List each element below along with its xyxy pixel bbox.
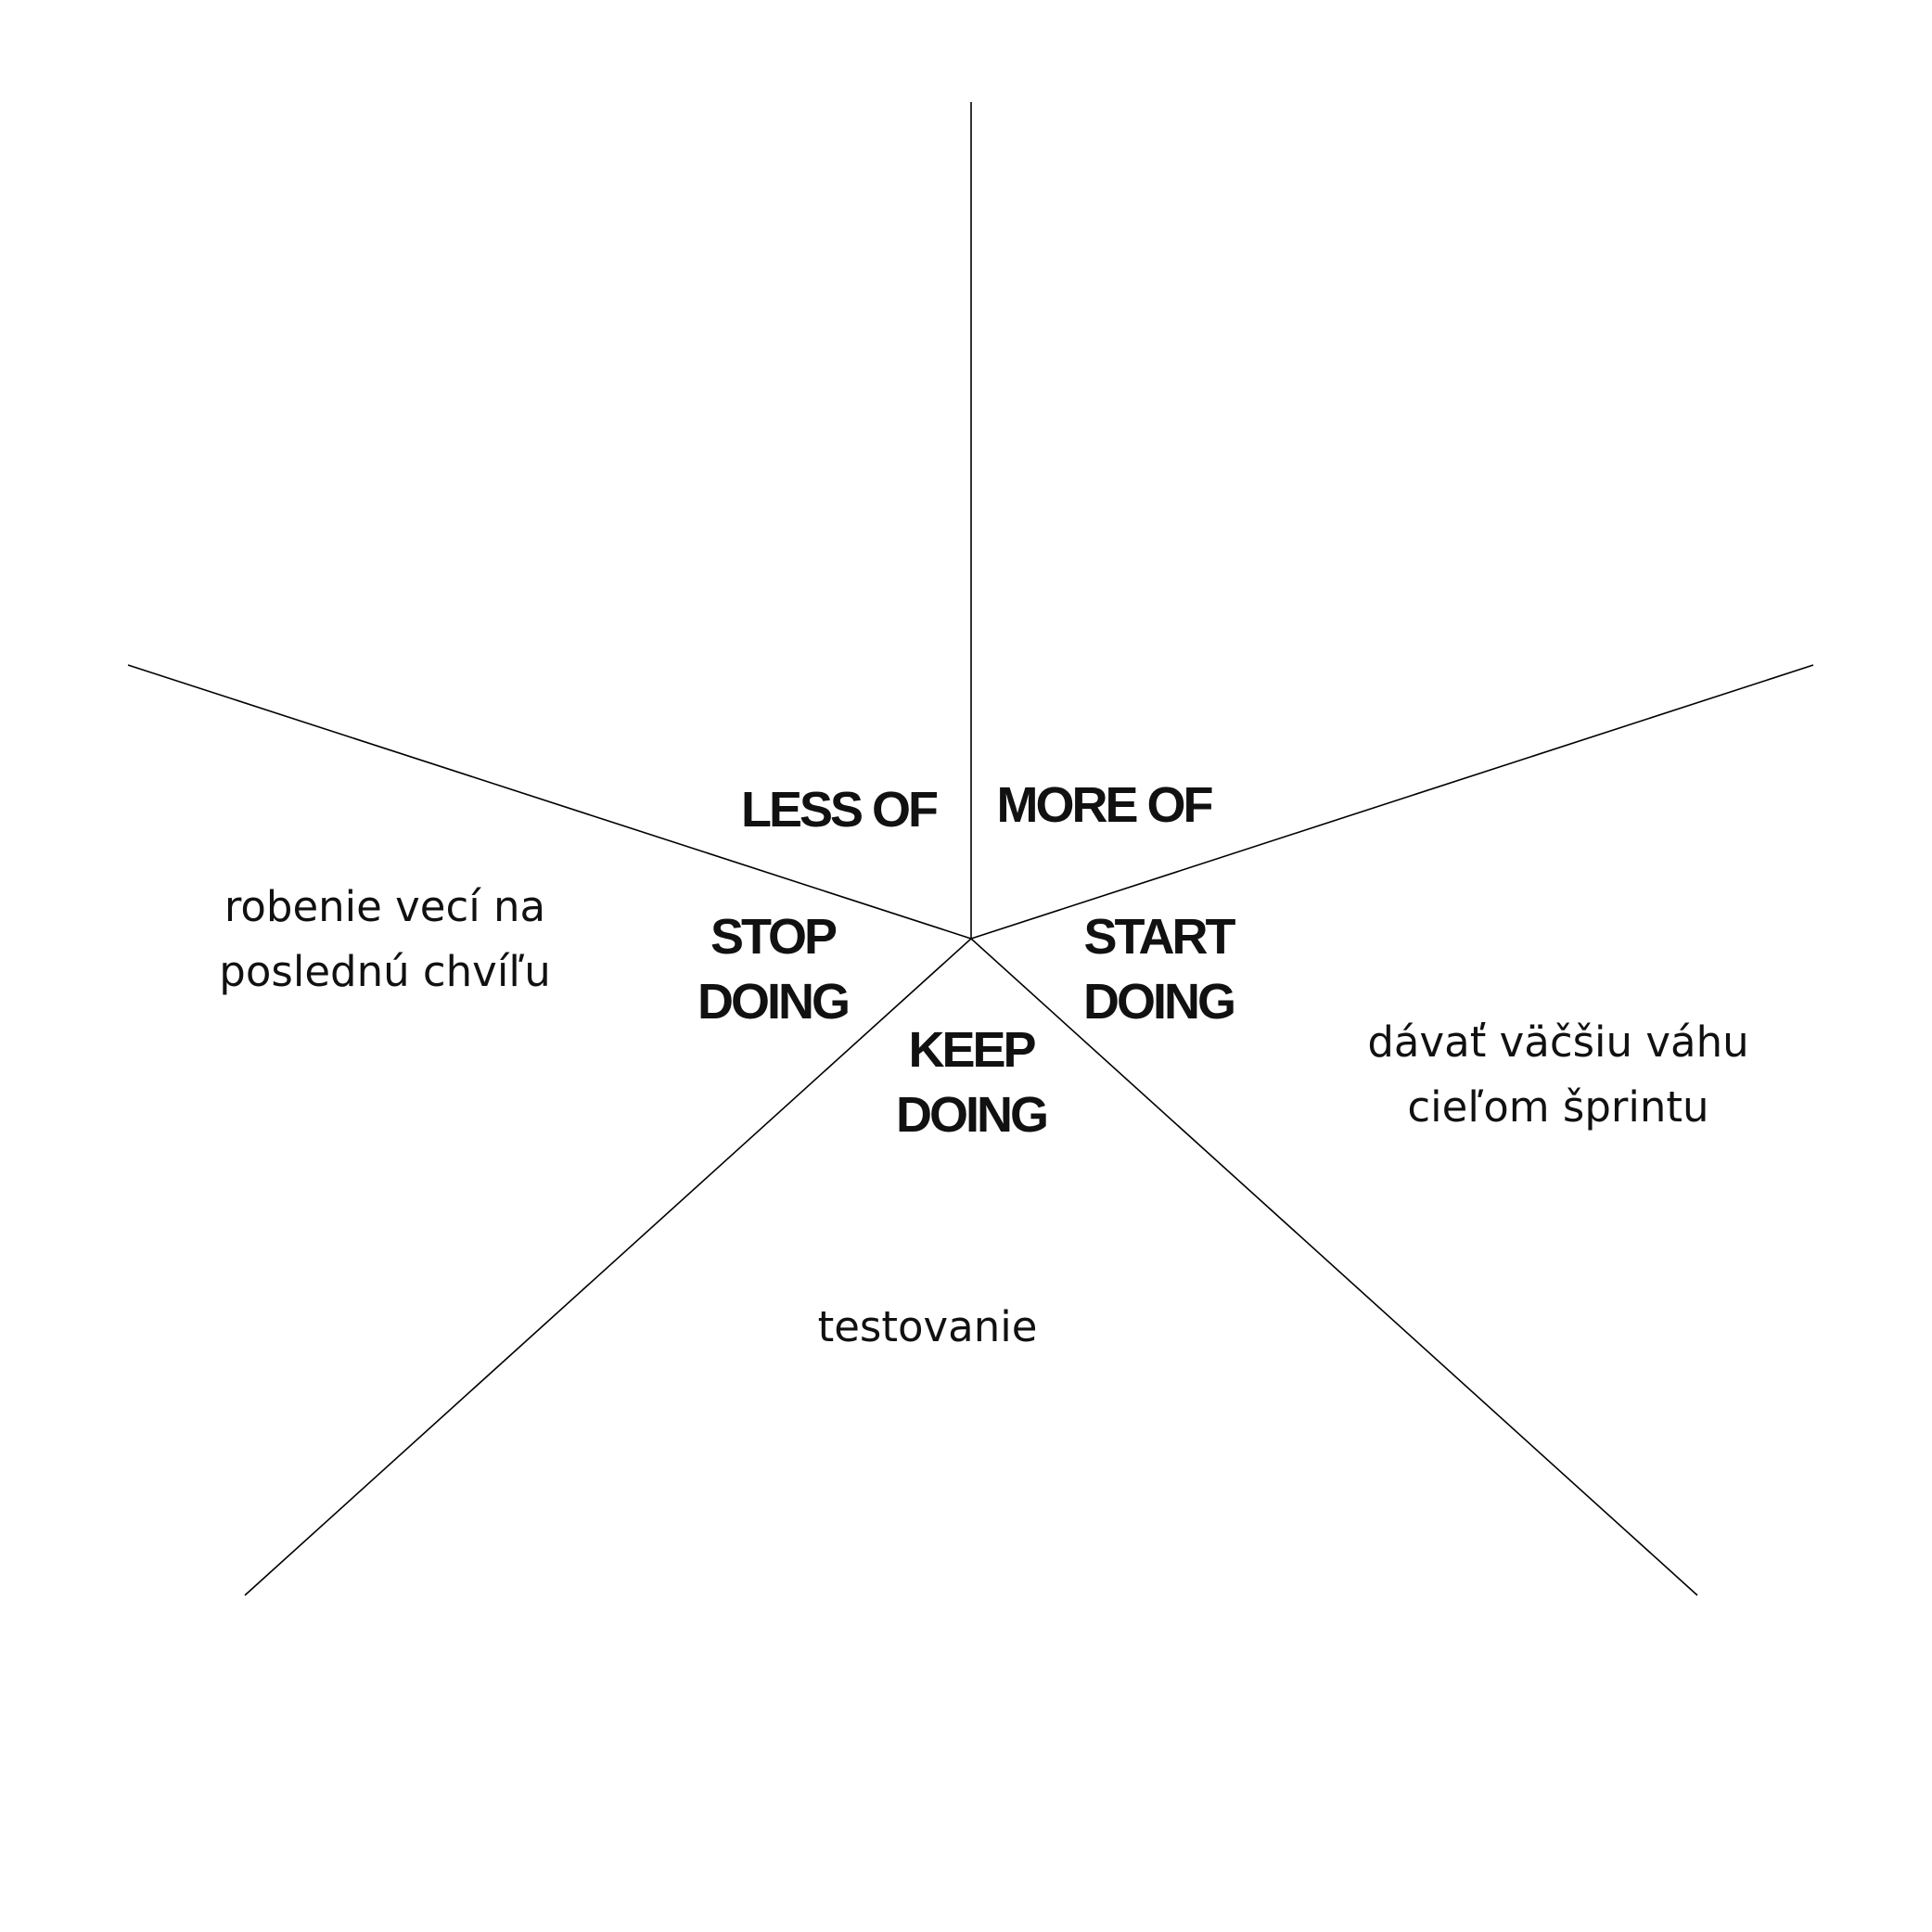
more-of-label-text: MORE OF: [996, 777, 1214, 833]
stop-doing-entry-line2: poslednú chvíľu: [219, 947, 551, 996]
stop-doing-label-line1: STOP: [710, 909, 838, 965]
more-of-label: MORE OF: [983, 773, 1224, 838]
keep-doing-label-line1: KEEP: [908, 1022, 1036, 1078]
start-doing-label: START DOING: [1066, 904, 1251, 1034]
stop-doing-entry-line1: robenie vecí na: [224, 882, 546, 931]
divider-line-lower-right: [970, 938, 1698, 1596]
less-of-label: LESS OF: [718, 777, 959, 842]
start-doing-entry: dávať väčšiu váhu cieľom šprintu: [1326, 1010, 1790, 1140]
start-doing-label-line2: DOING: [1082, 974, 1236, 1030]
start-doing-entry-line1: dávať väčšiu váhu: [1367, 1017, 1749, 1067]
less-of-label-text: LESS OF: [740, 782, 939, 838]
start-doing-label-line1: START: [1083, 909, 1236, 965]
keep-doing-label: KEEP DOING: [878, 1017, 1064, 1147]
divider-line-upper-left: [127, 664, 972, 940]
divider-line-lower-left: [244, 938, 972, 1596]
stop-doing-label-line2: DOING: [697, 974, 851, 1030]
stop-doing-entry: robenie vecí na poslednú chvíľu: [176, 875, 594, 1004]
divider-line-upper-right: [970, 664, 1814, 940]
keep-doing-label-line2: DOING: [895, 1087, 1049, 1143]
keep-doing-entry: testovanie: [761, 1295, 1094, 1360]
start-doing-entry-line2: cieľom šprintu: [1407, 1082, 1709, 1132]
stop-doing-label: STOP DOING: [680, 904, 865, 1034]
keep-doing-entry-text: testovanie: [817, 1302, 1038, 1351]
